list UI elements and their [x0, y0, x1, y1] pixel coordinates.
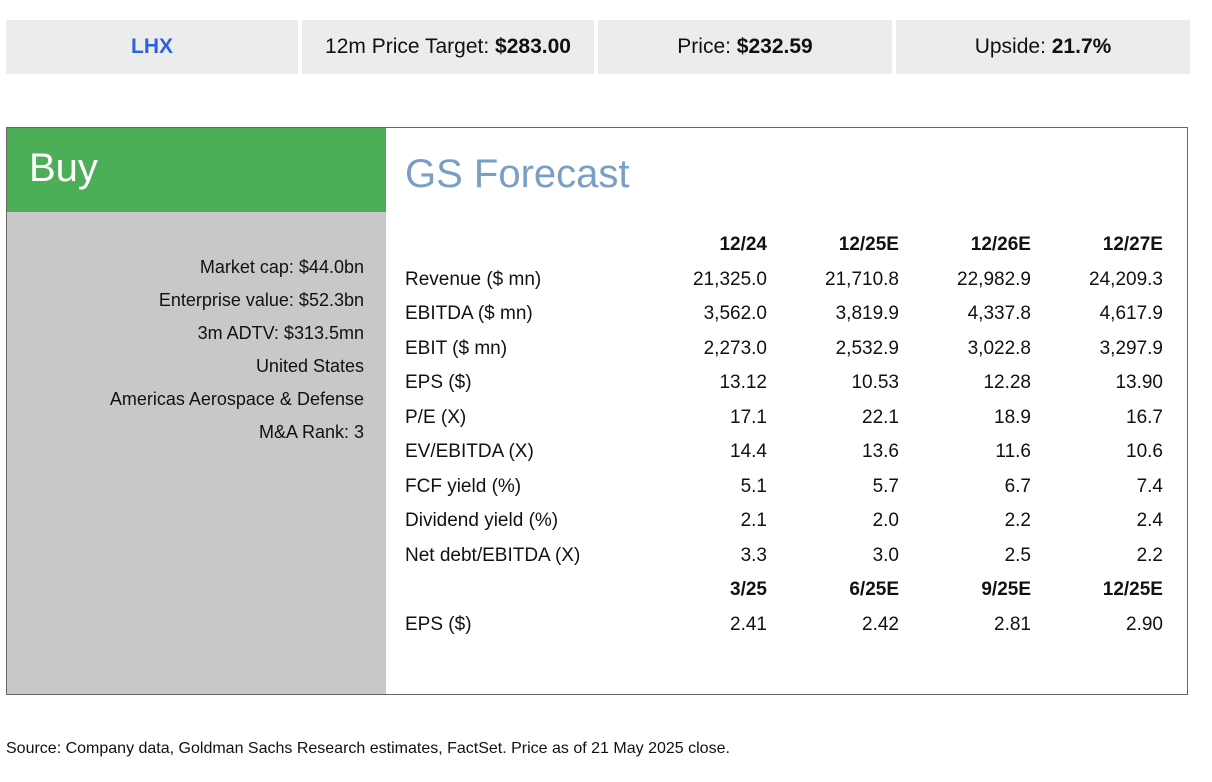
table-cell: 2.1	[740, 510, 767, 532]
price-target-value: $283.00	[495, 35, 571, 58]
price-target-cell: 12m Price Target: $283.00	[302, 20, 594, 74]
table-cell: 11.6	[995, 441, 1031, 463]
table-row: P/E (X) 17.1 22.1 18.9 16.7	[405, 401, 1163, 436]
table-row: EPS ($) 2.41 2.42 2.81 2.90	[405, 608, 1163, 643]
column-header: 9/25E	[981, 579, 1031, 601]
stat-ma-rank: M&A Rank: 3	[258, 422, 364, 442]
table-cell: 2.41	[730, 613, 767, 635]
company-panel: Buy Market cap: $44.0bn Enterprise value…	[7, 128, 386, 694]
table-cell: 5.1	[740, 475, 767, 497]
price-label: Price:	[677, 35, 737, 58]
upside-value: 21.7%	[1051, 35, 1112, 58]
table-row: Net debt/EBITDA (X) 3.3 3.0 2.5 2.2	[405, 539, 1163, 574]
row-label: P/E (X)	[405, 406, 467, 428]
table-cell: 13.90	[1115, 372, 1163, 394]
table-cell: 2.42	[862, 613, 899, 635]
summary-bar: LHX 12m Price Target: $283.00 Price: $23…	[6, 20, 1190, 74]
stat-sector: Americas Aerospace & Defense	[109, 389, 364, 409]
table-cell: 10.53	[851, 372, 899, 394]
table-cell: 14.4	[730, 441, 767, 463]
stat-enterprise-value: Enterprise value: $52.3bn	[158, 290, 364, 310]
table-cell: 18.9	[994, 406, 1031, 428]
row-label: Dividend yield (%)	[405, 510, 559, 532]
table-row: FCF yield (%) 5.1 5.7 6.7 7.4	[405, 470, 1163, 505]
forecast-card: Buy Market cap: $44.0bn Enterprise value…	[6, 127, 1188, 695]
row-label: EBITDA ($ mn)	[405, 303, 533, 325]
table-cell: 24,209.3	[1089, 268, 1163, 290]
table-cell: 2.81	[994, 613, 1031, 635]
table-row: EBITDA ($ mn) 3,562.0 3,819.9 4,337.8 4,617.…	[405, 297, 1163, 332]
upside-cell: Upside: 21.7%	[896, 20, 1190, 74]
upside-label: Upside:	[974, 35, 1052, 58]
row-label: Revenue ($ mn)	[405, 268, 542, 290]
table-cell: 2.5	[1004, 544, 1031, 566]
ticker: LHX	[131, 35, 173, 58]
table-cell: 10.6	[1126, 441, 1163, 463]
table-cell: 3.0	[872, 544, 899, 566]
table-cell: 2.2	[1136, 544, 1163, 566]
table-row: EPS ($) 13.12 10.53 12.28 13.90	[405, 366, 1163, 401]
column-header: 3/25	[730, 579, 767, 601]
stat-adtv: 3m ADTV: $313.5mn	[197, 323, 364, 343]
table-cell: 6.7	[1004, 475, 1031, 497]
column-header: 12/24	[719, 234, 767, 256]
row-label: FCF yield (%)	[405, 475, 522, 497]
column-header: 12/25E	[1102, 579, 1163, 601]
table-row: EV/EBITDA (X) 14.4 13.6 11.6 10.6	[405, 435, 1163, 470]
table-row: EBIT ($ mn) 2,273.0 2,532.9 3,022.8 3,297.9	[405, 332, 1163, 367]
table-cell: 13.6	[862, 441, 899, 463]
price-value: $232.59	[736, 35, 813, 58]
column-header: 6/25E	[849, 579, 899, 601]
table-cell: 2.2	[1004, 510, 1031, 532]
forecast-title: GS Forecast	[405, 152, 630, 196]
table-cell: 22,982.9	[957, 268, 1031, 290]
table-cell: 21,325.0	[693, 268, 767, 290]
table-cell: 12.28	[983, 372, 1031, 394]
price-cell: Price: $232.59	[598, 20, 892, 74]
column-header: 12/25E	[838, 234, 899, 256]
table-cell: 3,022.8	[967, 337, 1031, 359]
table-cell: 2.0	[872, 510, 899, 532]
table-cell: 2.4	[1136, 510, 1163, 532]
forecast-table: 12/24 12/25E 12/26E 12/27E Revenue ($ mn…	[405, 228, 1163, 642]
table-cell: 3,562.0	[703, 303, 767, 325]
price-target-label: 12m Price Target:	[325, 35, 496, 58]
row-label: EPS ($)	[405, 372, 472, 394]
row-label: EV/EBITDA (X)	[405, 441, 534, 463]
table-cell: 21,710.8	[825, 268, 899, 290]
row-label: EPS ($)	[405, 613, 472, 635]
company-stats: Market cap: $44.0bn Enterprise value: $5…	[110, 251, 364, 449]
table-cell: 16.7	[1126, 406, 1163, 428]
table-row: Revenue ($ mn) 21,325.0 21,710.8 22,982.9 24…	[405, 263, 1163, 298]
column-header: 12/26E	[970, 234, 1031, 256]
table-cell: 2,273.0	[703, 337, 767, 359]
rating-badge: Buy	[7, 128, 386, 212]
table-cell: 13.12	[719, 372, 767, 394]
table-row: Dividend yield (%) 2.1 2.0 2.2 2.4	[405, 504, 1163, 539]
table-cell: 5.7	[872, 475, 899, 497]
row-label: Net debt/EBITDA (X)	[405, 544, 581, 566]
column-header: 12/27E	[1102, 234, 1163, 256]
table-cell: 2.90	[1126, 613, 1163, 635]
table-cell: 3,819.9	[835, 303, 899, 325]
stat-country: United States	[255, 356, 364, 376]
table-cell: 2,532.9	[835, 337, 899, 359]
table-cell: 4,617.9	[1099, 303, 1163, 325]
table-cell: 4,337.8	[967, 303, 1031, 325]
quarterly-header-row: 3/25 6/25E 9/25E 12/25E	[405, 573, 1163, 608]
table-cell: 3.3	[740, 544, 767, 566]
table-cell: 17.1	[730, 406, 767, 428]
row-label: EBIT ($ mn)	[405, 337, 508, 359]
table-cell: 7.4	[1136, 475, 1163, 497]
source-note: Source: Company data, Goldman Sachs Rese…	[6, 740, 730, 757]
ticker-cell: LHX	[6, 20, 298, 74]
annual-rows: Revenue ($ mn) 21,325.0 21,710.8 22,982.9 24…	[405, 263, 1163, 574]
table-cell: 3,297.9	[1099, 337, 1163, 359]
annual-header-row: 12/24 12/25E 12/26E 12/27E	[405, 228, 1163, 263]
stat-market-cap: Market cap: $44.0bn	[199, 257, 364, 277]
quarterly-rows: EPS ($) 2.41 2.42 2.81 2.90	[405, 608, 1163, 643]
table-cell: 22.1	[862, 406, 899, 428]
